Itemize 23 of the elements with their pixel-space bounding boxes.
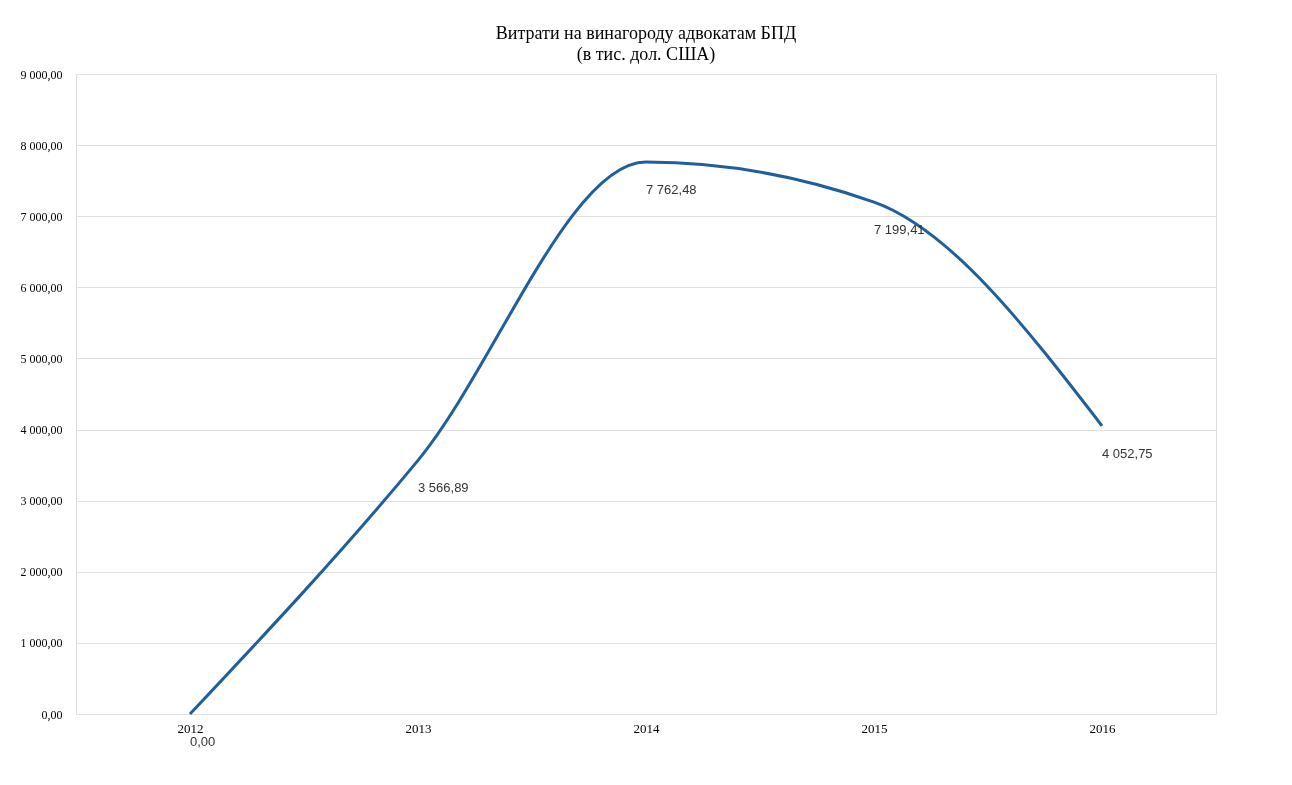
x-tick-label: 2012 bbox=[177, 720, 204, 736]
y-tick-label: 2 000,00 bbox=[20, 565, 63, 580]
data-label: 7 762,48 bbox=[646, 182, 697, 197]
x-tick-label: 2014 bbox=[633, 720, 660, 736]
x-tick-label: 2015 bbox=[861, 720, 888, 736]
x-tick-label: 2016 bbox=[1089, 720, 1116, 736]
y-tick-label: 9 000,00 bbox=[20, 67, 63, 82]
y-tick-label: 5 000,00 bbox=[20, 351, 63, 366]
chart-subtitle: (в тис. дол. США) bbox=[576, 44, 716, 65]
y-tick-label: 8 000,00 bbox=[20, 138, 63, 153]
chart-title: Витрати на винагороду адвокатам БПД bbox=[495, 23, 797, 43]
y-tick-label: 4 000,00 bbox=[20, 423, 63, 438]
y-tick-label: 6 000,00 bbox=[20, 280, 63, 295]
data-label: 7 199,41 bbox=[874, 222, 925, 238]
x-tick-label: 2013 bbox=[405, 720, 432, 736]
y-tick-label: 0,00 bbox=[41, 707, 63, 722]
line-series bbox=[188, 160, 1104, 716]
data-label: 3 566,89 bbox=[418, 480, 469, 496]
y-tick-label: 3 000,00 bbox=[20, 494, 63, 509]
data-label: 4 052,75 bbox=[1102, 445, 1153, 461]
data-label: 0,00 bbox=[190, 734, 216, 749]
y-tick-label: 7 000,00 bbox=[20, 209, 63, 224]
y-tick-label: 1 000,00 bbox=[20, 636, 63, 651]
